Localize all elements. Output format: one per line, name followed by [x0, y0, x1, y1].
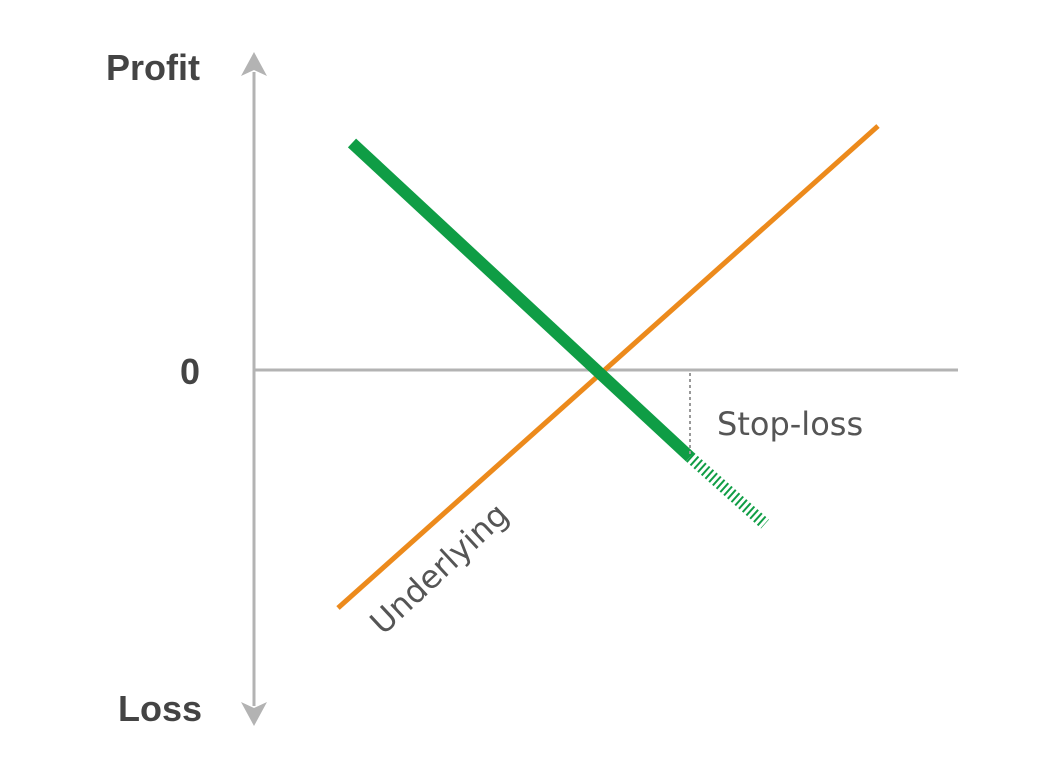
position-line [347, 138, 695, 462]
stop-loss-label: Stop-loss [717, 405, 863, 443]
vertical-axis [241, 52, 267, 726]
underlying-line [336, 124, 880, 610]
down-arrow-icon [241, 702, 267, 726]
avoided-loss-hatch [686, 452, 769, 529]
up-arrow-icon [241, 52, 267, 76]
zero-label: 0 [180, 351, 200, 392]
loss-label: Loss [118, 688, 202, 729]
profit-label: Profit [106, 47, 200, 88]
